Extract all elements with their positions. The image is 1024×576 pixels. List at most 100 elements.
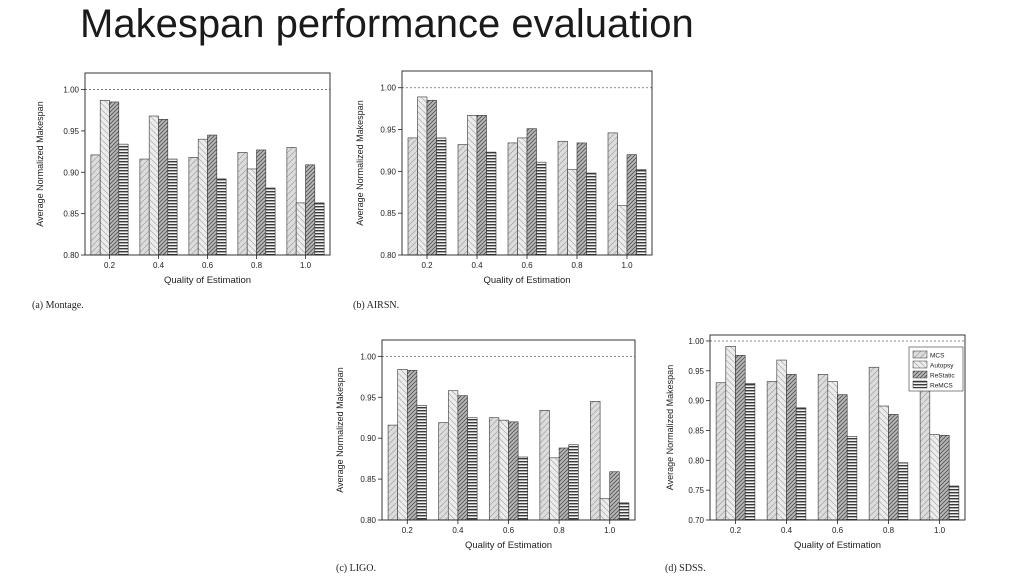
x-tick-label: 0.4	[153, 261, 165, 270]
x-tick-label: 0.6	[503, 526, 515, 535]
y-tick-label: 0.90	[380, 167, 396, 176]
bar-remcs-0.6	[536, 161, 547, 256]
bar-remcs-0.4	[486, 151, 497, 256]
legend-swatch-restatic	[912, 370, 928, 379]
bar-remcs-0.4	[467, 417, 478, 521]
y-tick-label: 0.75	[688, 486, 704, 495]
legend-label-mcs: MCS	[930, 353, 945, 360]
bar-autopsy-1.0	[929, 434, 940, 521]
bar-remcs-0.6	[846, 436, 858, 521]
y-tick-label: 0.80	[360, 516, 376, 525]
bar-mcs-0.8	[539, 410, 550, 521]
bar-autopsy-0.6	[827, 381, 838, 521]
y-axis-title: Average Normalized Makespan	[35, 101, 45, 226]
y-tick-label: 0.85	[63, 210, 79, 219]
y-tick-label: 0.70	[688, 516, 704, 525]
bar-remcs-0.6	[216, 178, 227, 256]
bar-mcs-1.0	[286, 147, 297, 256]
y-tick-label: 0.95	[360, 393, 376, 402]
bar-mcs-0.6	[817, 374, 829, 521]
x-tick-label: 0.8	[251, 261, 263, 270]
bar-autopsy-0.6	[498, 419, 509, 521]
x-axis-title: Quality of Estimation	[164, 275, 251, 286]
legend-label-remcs: ReMCS	[930, 383, 953, 390]
x-tick-label: 0.8	[571, 261, 583, 270]
y-tick-label: 1.00	[63, 86, 79, 95]
bar-restatic-0.6	[526, 128, 537, 256]
x-axis-title: Quality of Estimation	[483, 275, 570, 286]
bar-remcs-1.0	[948, 485, 960, 521]
legend: MCS Autopsy ReStatic ReMCS	[908, 346, 964, 392]
y-tick-label: 0.80	[688, 456, 704, 465]
bar-restatic-0.2	[735, 354, 746, 521]
legend-label-restatic: ReStatic	[930, 373, 955, 380]
bar-remcs-1.0	[636, 169, 647, 256]
bar-mcs-0.2	[387, 424, 398, 521]
bar-autopsy-0.2	[725, 346, 736, 521]
bar-autopsy-0.2	[397, 369, 408, 521]
bar-mcs-0.2	[715, 382, 727, 521]
legend-label-autopsy: Autopsy	[930, 363, 954, 370]
bar-restatic-1.0	[609, 471, 620, 521]
bar-mcs-0.8	[237, 152, 248, 256]
bar-autopsy-0.4	[776, 359, 787, 521]
y-tick-label: 1.00	[360, 352, 376, 361]
bar-restatic-0.6	[207, 134, 218, 256]
x-tick-label: 0.4	[471, 261, 483, 270]
x-tick-label: 0.6	[832, 526, 844, 535]
bar-restatic-0.2	[426, 99, 437, 256]
x-tick-label: 0.8	[554, 526, 566, 535]
legend-swatch-autopsy	[912, 360, 928, 369]
bar-autopsy-0.8	[549, 457, 560, 521]
bar-remcs-0.2	[436, 137, 447, 256]
bar-restatic-1.0	[305, 164, 316, 256]
chart-montage: 0.80 0.85 0.90 0.95 1.00 0.2 0.4 0.6 0.8 1.0 Quali…	[35, 72, 331, 286]
bar-remcs-0.4	[795, 407, 807, 521]
bar-remcs-0.4	[167, 158, 178, 256]
x-axis-title: Quality of Estimation	[465, 540, 552, 551]
bar-mcs-1.0	[590, 401, 601, 521]
y-tick-label: 1.00	[688, 337, 704, 346]
caption-sdss: (d) SDSS.	[665, 563, 706, 574]
x-tick-label: 1.0	[604, 526, 616, 535]
y-tick-label: 0.85	[688, 426, 704, 435]
x-axis-title: Quality of Estimation	[794, 540, 881, 551]
x-tick-label: 0.6	[521, 261, 533, 270]
bar-mcs-0.2	[407, 137, 418, 256]
x-tick-label: 0.4	[452, 526, 464, 535]
bar-autopsy-1.0	[599, 498, 610, 521]
bar-restatic-0.6	[508, 421, 519, 521]
bar-autopsy-0.4	[148, 115, 159, 256]
bar-mcs-0.2	[90, 154, 101, 256]
bar-restatic-0.8	[256, 149, 267, 256]
bar-mcs-0.4	[766, 381, 778, 521]
bar-restatic-0.6	[837, 394, 848, 521]
y-tick-label: 0.95	[380, 126, 396, 135]
chart-ligo: 0.80 0.85 0.90 0.95 1.00 0.2 0.4 0.6 0.8 1.0 Quali…	[335, 339, 636, 551]
caption-ligo: (c) LIGO.	[336, 563, 376, 574]
bar-autopsy-0.6	[517, 137, 528, 256]
x-tick-label: 1.0	[934, 526, 946, 535]
bar-restatic-0.4	[786, 374, 797, 521]
bar-autopsy-0.8	[246, 168, 257, 256]
y-axis-title: Average Normalized Makespan	[335, 367, 345, 492]
x-tick-label: 0.6	[202, 261, 214, 270]
legend-swatch-mcs	[912, 350, 928, 359]
y-axis-title: Average Normalized Makespan	[355, 100, 365, 225]
bar-restatic-0.2	[407, 369, 418, 521]
y-axis-title: Average Normalized Makespan	[665, 365, 675, 490]
bar-mcs-0.6	[488, 417, 500, 521]
bar-remcs-0.2	[118, 143, 129, 256]
bar-restatic-0.4	[158, 119, 169, 256]
bar-remcs-1.0	[619, 502, 630, 521]
y-tick-label: 0.85	[380, 209, 396, 218]
bar-mcs-1.0	[607, 132, 618, 256]
bar-remcs-0.8	[586, 172, 597, 256]
bar-autopsy-0.8	[567, 169, 578, 256]
bar-restatic-0.8	[576, 142, 587, 256]
bar-mcs-0.8	[868, 366, 880, 521]
y-tick-label: 0.95	[63, 127, 79, 136]
y-tick-label: 0.80	[380, 251, 396, 260]
y-tick-label: 1.00	[380, 84, 396, 93]
bar-mcs-0.4	[457, 144, 468, 256]
